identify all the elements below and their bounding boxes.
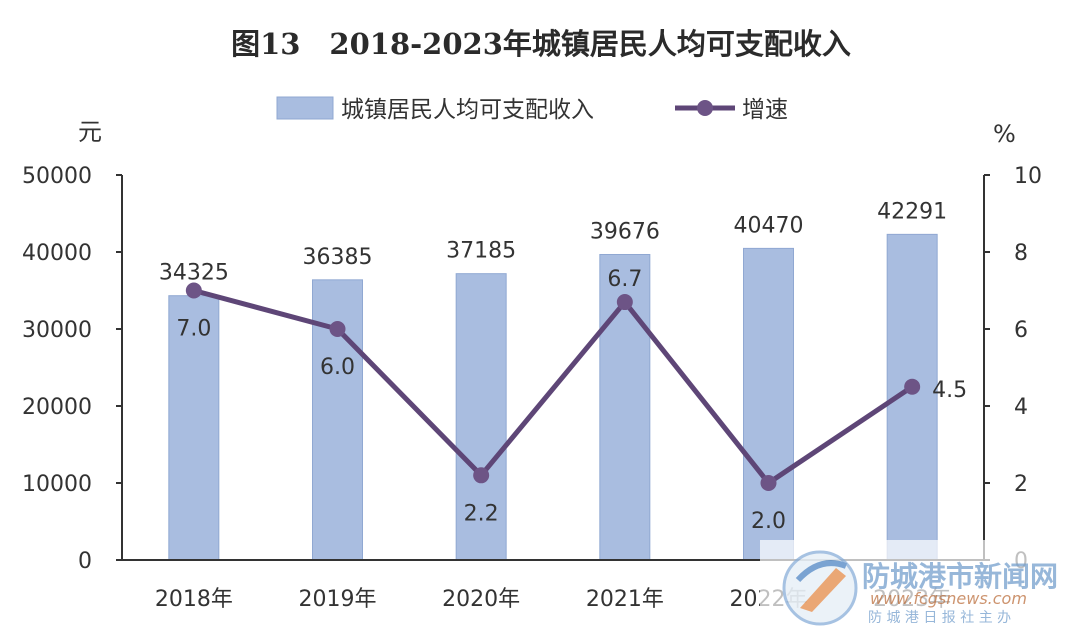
growth-point	[473, 467, 490, 484]
growth-point-label: 4.5	[932, 378, 967, 403]
left-axis-tick-label: 0	[78, 549, 92, 574]
legend-bar-swatch	[276, 96, 334, 120]
growth-point	[185, 282, 202, 299]
legend-line-marker	[697, 100, 713, 116]
left-axis-tick-label: 10000	[22, 472, 92, 497]
x-axis-tick-label: 2018年	[155, 587, 233, 612]
left-axis-tick-label: 30000	[22, 318, 92, 343]
watermark-sub-text: 防 城 港 日 报 社 主 办	[868, 610, 1011, 626]
x-axis-tick-label: 2020年	[442, 587, 520, 612]
income-bar-label: 42291	[877, 199, 947, 224]
left-axis-tick-label: 40000	[22, 241, 92, 266]
growth-point	[904, 378, 921, 395]
growth-point-label: 2.2	[464, 501, 499, 526]
right-axis-tick-label: 10	[1014, 164, 1042, 189]
watermark-logo-arc-icon	[795, 560, 848, 583]
income-bar-label: 40470	[734, 213, 804, 238]
growth-point-label: 7.0	[176, 317, 211, 342]
x-axis-tick-label: 2019年	[299, 587, 377, 612]
bars: 34325 36385 37185 39676 40470 42291	[159, 199, 947, 561]
right-axis-unit: %	[993, 120, 1016, 148]
income-bar-label: 34325	[159, 261, 229, 286]
watermark-logo-mark-icon	[800, 568, 846, 612]
income-bar	[168, 295, 220, 561]
x-axis-tick-label: 2021年	[586, 587, 664, 612]
legend-line-label: 增速	[742, 97, 788, 123]
growth-line-series: 7.0 6.0 2.2 6.7 2.0 4.5	[176, 267, 967, 534]
income-bar-label: 36385	[303, 245, 373, 270]
left-axis-tick-label: 50000	[22, 164, 92, 189]
right-axis-tick-label: 2	[1014, 472, 1028, 497]
right-axis-tick-label: 6	[1014, 318, 1028, 343]
growth-point-label: 6.0	[320, 355, 355, 380]
growth-point-label: 2.0	[751, 509, 786, 534]
watermark-main-text: 防城港市新闻网	[862, 560, 1058, 593]
watermark-url: www.fcgsnews.com	[870, 589, 1027, 608]
legend-bar-label: 城镇居民人均可支配收入	[341, 97, 594, 123]
growth-point	[616, 294, 633, 311]
growth-point	[329, 321, 346, 337]
income-bar-label: 37185	[446, 239, 516, 264]
right-axis-tick-label: 8	[1014, 241, 1028, 266]
growth-point-label: 6.7	[607, 267, 642, 292]
chart-title: 图13 2018-2023年城镇居民人均可支配收入	[231, 27, 851, 61]
growth-line	[193, 288, 914, 486]
left-axis: 0 10000 20000 30000 40000 50000	[22, 164, 123, 574]
growth-point	[760, 475, 777, 491]
legend: 城镇居民人均可支配收入 增速	[276, 96, 788, 123]
left-axis-tick-label: 20000	[22, 395, 92, 420]
right-axis-tick-label: 4	[1014, 395, 1028, 420]
income-bar	[743, 247, 794, 561]
left-axis-unit: 元	[78, 118, 102, 146]
watermark: 防城港市新闻网 www.fcgsnews.com 防 城 港 日 报 社 主 办	[760, 540, 1083, 638]
income-bar	[455, 273, 507, 561]
income-bar-label: 39676	[590, 219, 660, 244]
